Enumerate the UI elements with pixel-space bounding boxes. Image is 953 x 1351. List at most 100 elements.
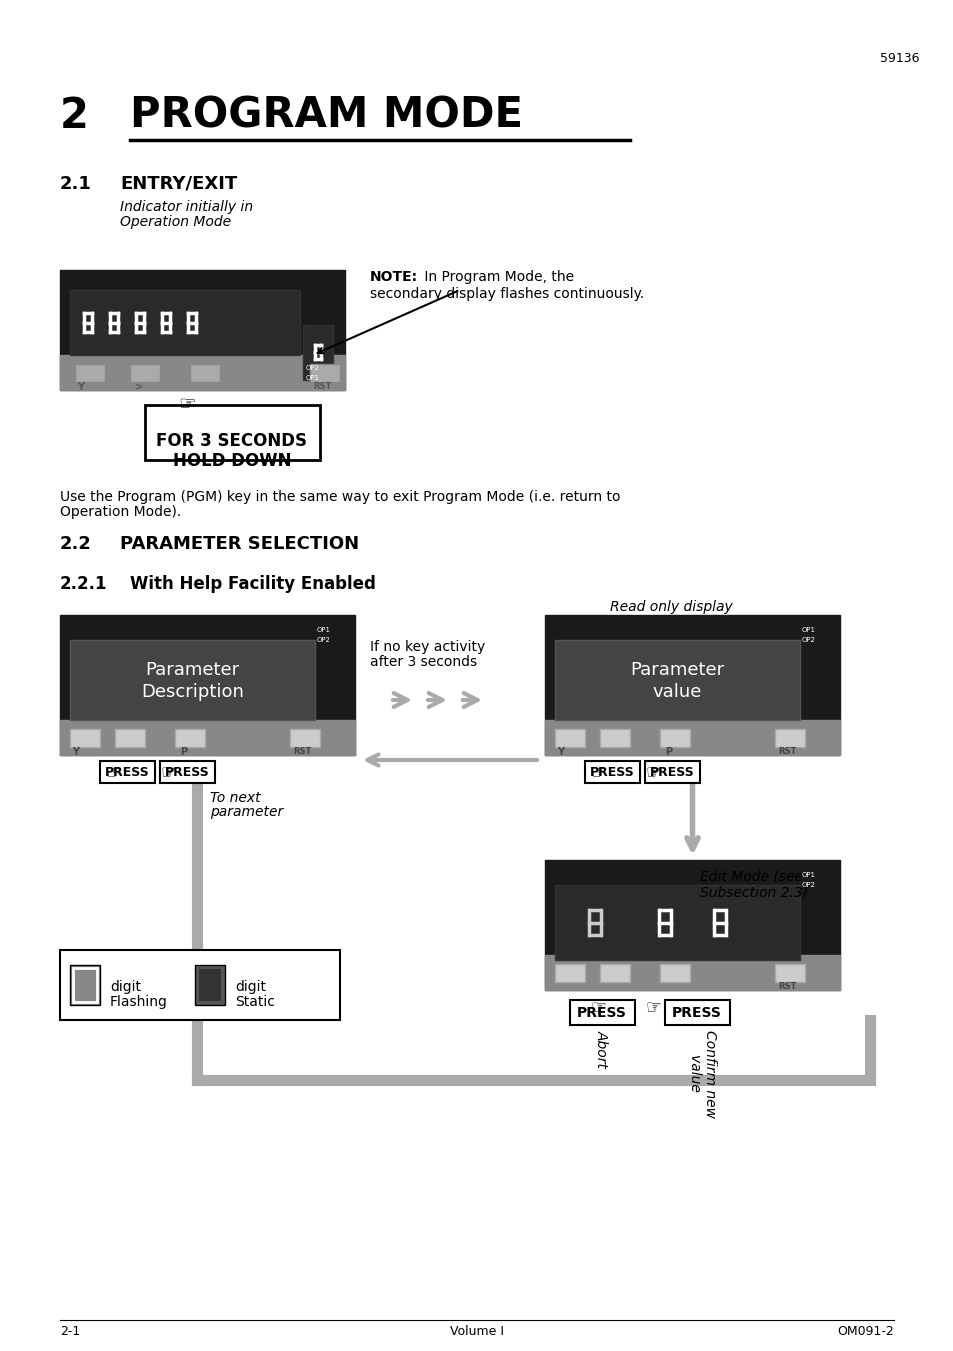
Text: OP2: OP2 [801,882,815,888]
Text: To next: To next [210,790,260,805]
Bar [659,965,689,982]
Bar [290,730,319,747]
Text: Read only display: Read only display [609,600,732,613]
Text: RST: RST [778,982,796,992]
Text: Indicator initially in: Indicator initially in [120,200,253,213]
Text: PRESS: PRESS [671,1006,721,1020]
Text: Abort: Abort [595,1029,608,1069]
Bar [599,965,629,982]
Text: OP1: OP1 [316,627,331,634]
Text: PRESS: PRESS [165,766,209,778]
Bar [75,363,105,382]
Text: 2-1: 2-1 [60,1325,80,1337]
Text: Description: Description [141,684,244,701]
Text: Y: Y [71,747,79,757]
Text: P: P [180,747,187,757]
Bar [584,761,639,784]
Text: OP2: OP2 [316,638,331,643]
Bar [115,730,145,747]
Bar [544,615,840,755]
Text: OP1: OP1 [801,627,815,634]
Text: PARAMETER SELECTION: PARAMETER SELECTION [120,535,358,553]
Text: OP2: OP2 [306,365,319,372]
Text: ENTRY/EXIT: ENTRY/EXIT [120,176,237,193]
Bar [60,615,355,755]
Bar [555,965,584,982]
Bar [644,761,700,784]
Text: 2.2: 2.2 [60,535,91,553]
Text: With Help Facility Enabled: With Help Facility Enabled [130,576,375,593]
Bar [555,730,584,747]
Text: ☞: ☞ [178,394,195,413]
Bar [70,290,299,355]
Bar [160,761,214,784]
Bar [555,640,800,720]
Bar [774,965,804,982]
Text: Static: Static [234,994,274,1009]
Bar [555,885,800,961]
Bar [544,955,840,990]
Bar [310,363,339,382]
Text: Flashing: Flashing [110,994,168,1009]
Text: Parameter: Parameter [630,661,723,680]
Text: In Program Mode, the: In Program Mode, the [419,270,574,284]
Text: digit: digit [110,979,141,994]
Text: RST: RST [293,747,311,757]
Text: RST: RST [778,747,796,757]
Bar [174,730,205,747]
Text: 2.2.1: 2.2.1 [60,576,108,593]
Text: 2: 2 [60,95,89,136]
Text: 2.1: 2.1 [60,176,91,193]
Text: 59136: 59136 [879,51,919,65]
Text: NOTE:: NOTE: [370,270,417,284]
Text: Edit Mode (see: Edit Mode (see [700,870,802,884]
Text: Operation Mode: Operation Mode [120,215,231,230]
Bar [774,730,804,747]
Text: PRESS: PRESS [577,1006,626,1020]
Text: RST: RST [313,382,331,390]
Text: ☞: ☞ [644,998,660,1016]
Text: >: > [135,382,143,392]
Bar [60,950,339,1020]
Bar [544,720,840,755]
Bar [130,363,160,382]
Text: ☞: ☞ [105,763,121,781]
Bar [544,861,840,990]
Bar [70,730,100,747]
Text: If no key activity: If no key activity [370,640,485,654]
Text: PROGRAM MODE: PROGRAM MODE [130,95,522,136]
Text: ☞: ☞ [589,998,605,1016]
Text: ☞: ☞ [589,763,605,781]
Text: OP2: OP2 [801,638,815,643]
Text: ☞: ☞ [644,763,660,781]
Bar [70,965,100,1005]
Text: Y: Y [77,382,84,392]
Bar [190,363,220,382]
Bar [664,1000,729,1025]
Text: parameter: parameter [210,805,283,819]
Text: FOR 3 SECONDS: FOR 3 SECONDS [156,432,307,450]
Bar [70,640,314,720]
Bar [659,730,689,747]
Text: Parameter: Parameter [145,661,239,680]
Text: Volume I: Volume I [450,1325,503,1337]
Bar [303,326,333,380]
Text: P: P [664,747,672,757]
Bar [599,730,629,747]
Text: after 3 seconds: after 3 seconds [370,655,476,669]
Bar [194,965,225,1005]
Text: value: value [652,684,701,701]
Bar [145,405,319,459]
Text: Operation Mode).: Operation Mode). [60,505,181,519]
Bar [60,720,355,755]
Text: PRESS: PRESS [649,766,694,778]
Text: Subsection 2.3): Subsection 2.3) [700,885,807,898]
Text: PRESS: PRESS [589,766,634,778]
Bar [60,270,345,390]
Text: PRESS: PRESS [105,766,150,778]
Text: secondary display flashes continuously.: secondary display flashes continuously. [370,286,643,301]
Text: Confirm new
value: Confirm new value [686,1029,717,1119]
Text: Y: Y [557,747,563,757]
Bar [100,761,154,784]
Text: Use the Program (PGM) key in the same way to exit Program Mode (i.e. return to: Use the Program (PGM) key in the same wa… [60,490,619,504]
